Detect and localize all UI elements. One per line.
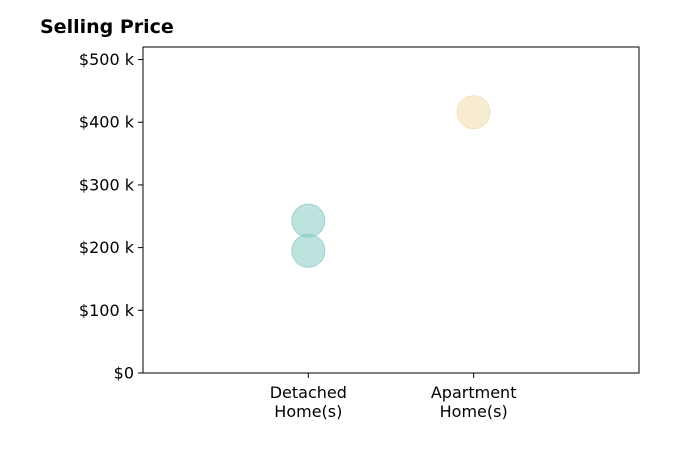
chart-title: Selling Price (40, 16, 174, 38)
points-layer (291, 95, 491, 268)
plot-frame (142, 46, 640, 374)
x-tick-label-1: Apartment Home(s) (431, 383, 517, 421)
x-axis: Detached Home(s) Apartment Home(s) (270, 373, 517, 421)
data-point-0 (291, 203, 326, 238)
data-point-2 (456, 95, 491, 130)
y-axis: $0 $100 k $200 k $300 k $400 k $500 k (79, 50, 143, 383)
y-tick-label-5: $500 k (79, 50, 135, 69)
y-tick-label-1: $100 k (79, 301, 135, 320)
y-tick-label-0: $0 (114, 364, 134, 383)
y-tick-label-4: $400 k (79, 113, 135, 132)
y-tick-label-3: $300 k (79, 175, 135, 194)
data-point-1 (291, 233, 326, 268)
y-tick-label-2: $200 k (79, 238, 135, 257)
x-tick-label-0: Detached Home(s) (270, 383, 347, 421)
